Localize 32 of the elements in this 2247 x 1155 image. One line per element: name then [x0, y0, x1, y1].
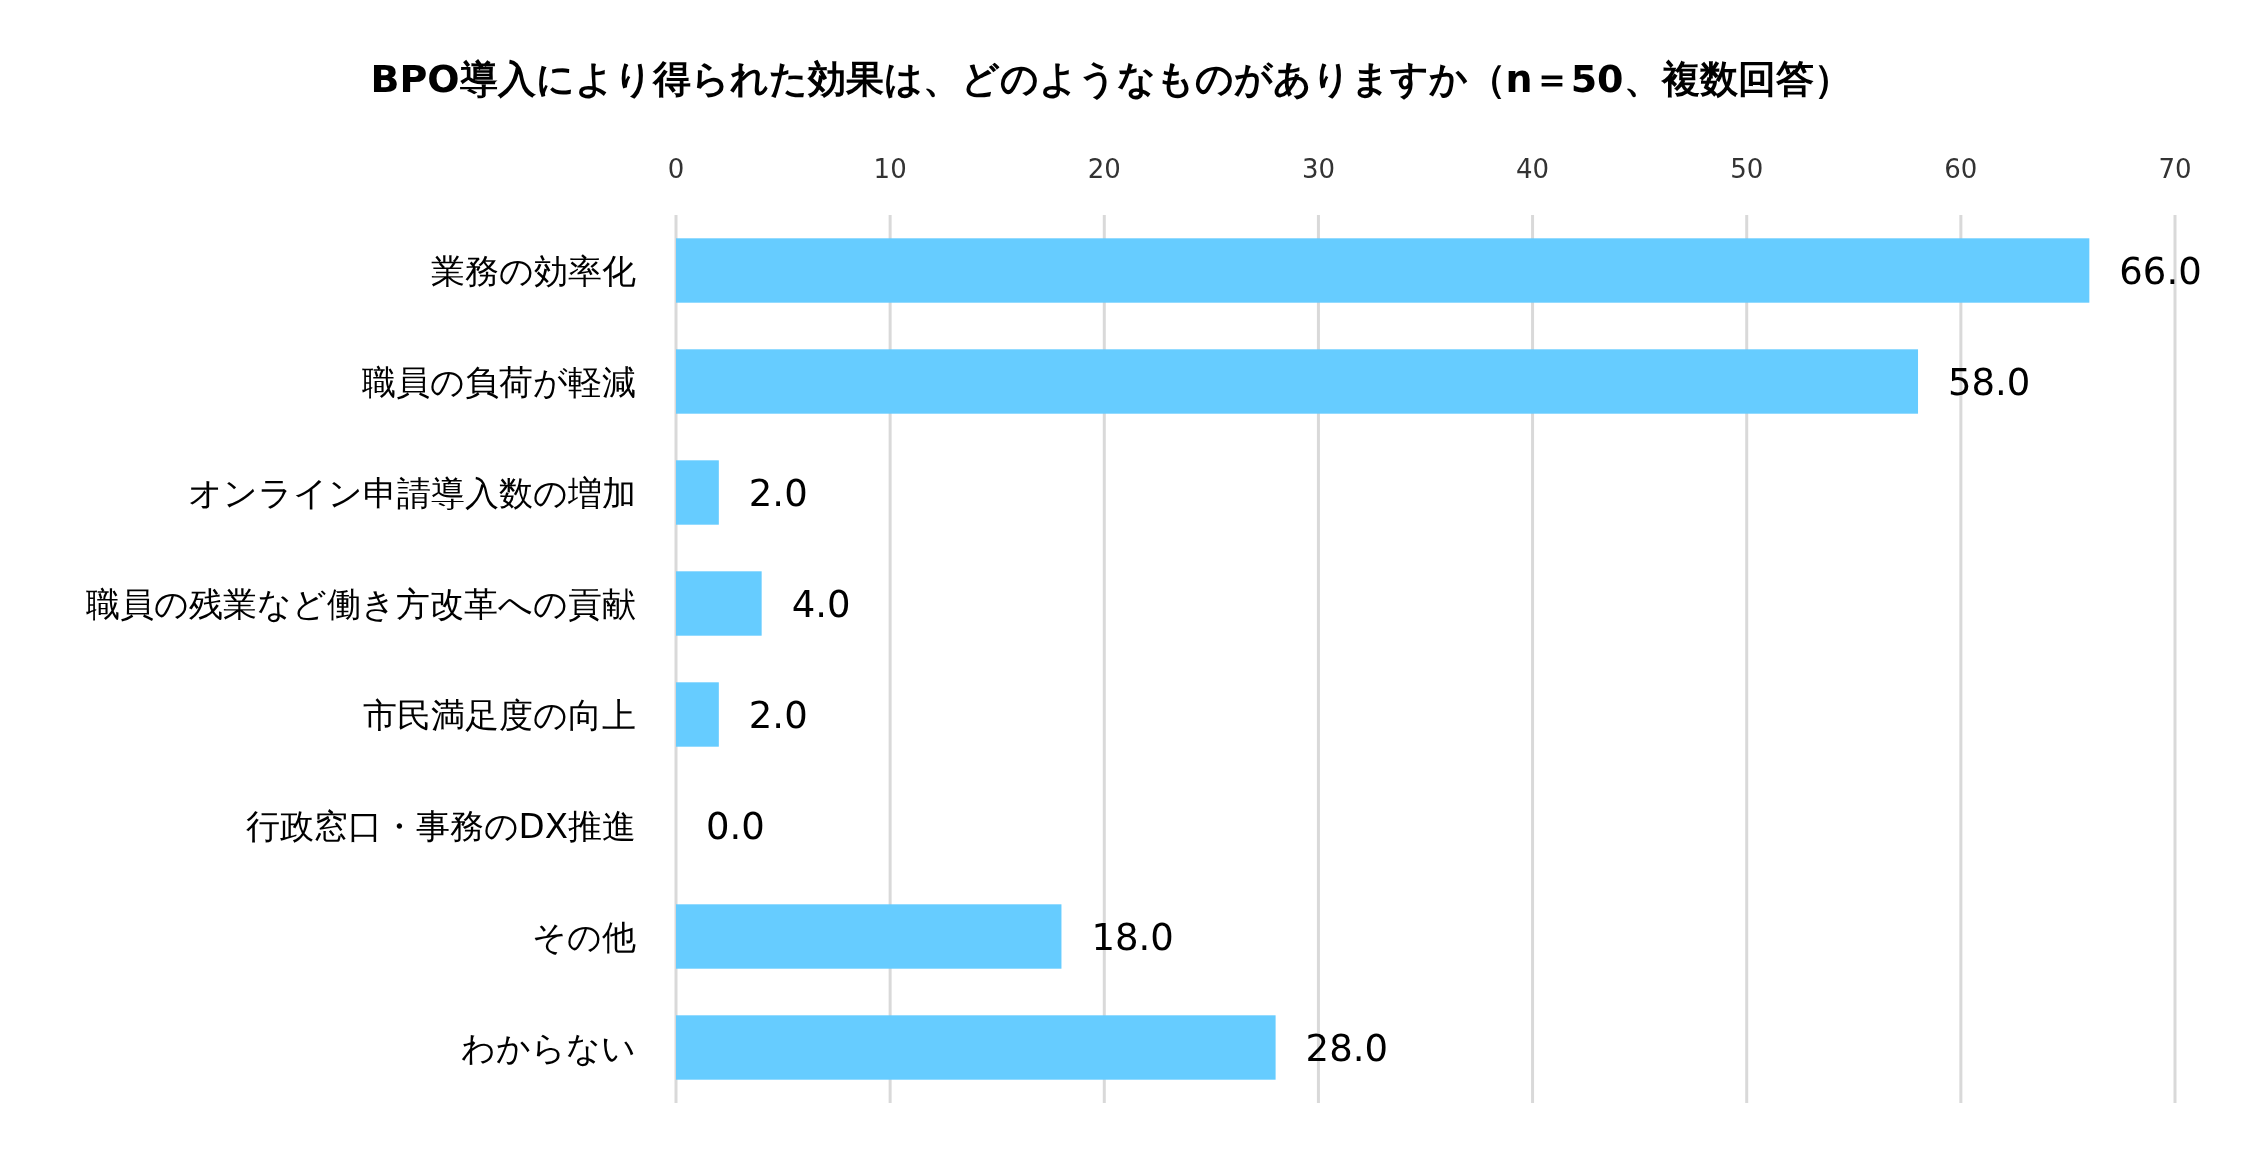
y-tick-label: その他: [532, 916, 636, 957]
data-label: 66.0: [2119, 249, 2202, 293]
y-tick-label: わからない: [461, 1027, 636, 1068]
x-tick-label: 60: [1944, 154, 1978, 184]
data-label: 0.0: [706, 804, 765, 848]
y-tick-label: 行政窓口・事務のDX推進: [245, 805, 636, 846]
bar: [676, 571, 762, 636]
bar: [676, 238, 2090, 303]
chart-title: BPO導入により得られた効果は、どのようなものがありますか（n＝50、複数回答）: [370, 57, 1852, 101]
data-label: 18.0: [1091, 915, 1174, 959]
x-tick-label: 30: [1301, 154, 1335, 184]
y-tick-label: オンライン申請導入数の増加: [188, 472, 636, 513]
x-tick-label: 70: [2158, 154, 2192, 184]
x-tick-label: 10: [873, 154, 907, 184]
data-label: 4.0: [791, 582, 851, 626]
bar: [676, 460, 719, 525]
bar: [676, 349, 1919, 414]
x-tick-label: 50: [1730, 154, 1764, 184]
y-tick-label: 職員の残業など働き方改革への貢献: [86, 583, 636, 624]
y-tick-label: 業務の効率化: [431, 250, 636, 291]
bar: [676, 1015, 1276, 1080]
bar: [676, 904, 1062, 969]
x-tick-label: 0: [667, 154, 685, 184]
x-tick-label: 20: [1087, 154, 1121, 184]
data-label: 2.0: [748, 693, 808, 737]
data-label: 28.0: [1305, 1026, 1388, 1070]
data-label: 2.0: [748, 471, 808, 515]
y-tick-label: 職員の負荷が軽減: [362, 361, 636, 402]
x-tick-label: 40: [1516, 154, 1550, 184]
y-tick-label: 市民満足度の向上: [363, 694, 636, 735]
data-label: 58.0: [1948, 360, 2031, 404]
bar: [676, 682, 719, 747]
